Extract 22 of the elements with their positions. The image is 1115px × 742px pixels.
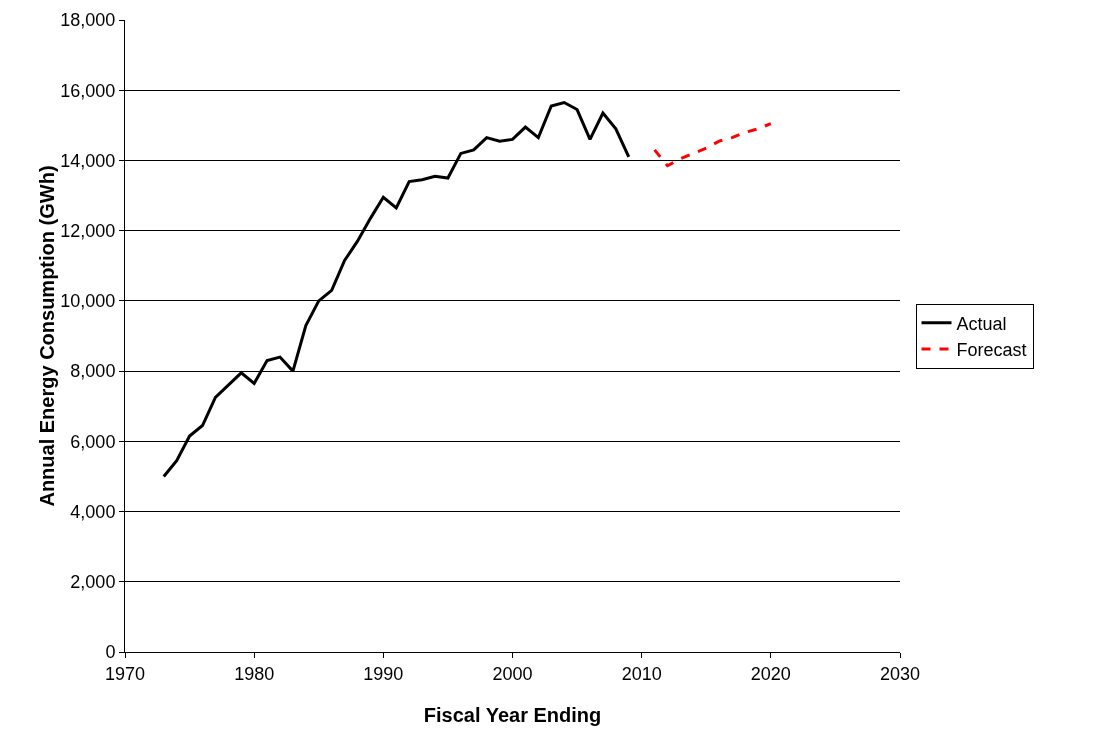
y-tick-label: 12,000 [60,220,116,241]
line-series [653,122,773,168]
y-tick-label: 14,000 [60,150,116,171]
y-tick-label: 0 [105,642,116,663]
y-tick-label: 10,000 [60,291,116,312]
x-tick-label: 2030 [879,663,921,684]
x-tick-label: 2010 [621,663,662,684]
x-tick-label: 2000 [492,663,533,684]
legend-label: Forecast [956,340,1027,361]
y-axis-title: Annual Energy Consumption (GWh) [36,165,59,507]
y-tick-label: 18,000 [60,10,116,31]
x-axis-title: Fiscal Year Ending [423,704,602,726]
y-tick-label: 4,000 [70,501,116,522]
y-tick-label: 2,000 [70,572,116,593]
x-tick-label: 2020 [750,663,791,684]
x-tick-label: 1990 [363,663,404,684]
y-tick-label: 8,000 [70,361,116,382]
x-tick-label: 1970 [104,663,146,684]
x-tick-label: 1980 [234,663,275,684]
y-tick-label: 6,000 [70,431,116,452]
y-tick-label: 16,000 [60,80,116,101]
legend-label: Actual [956,313,1007,334]
